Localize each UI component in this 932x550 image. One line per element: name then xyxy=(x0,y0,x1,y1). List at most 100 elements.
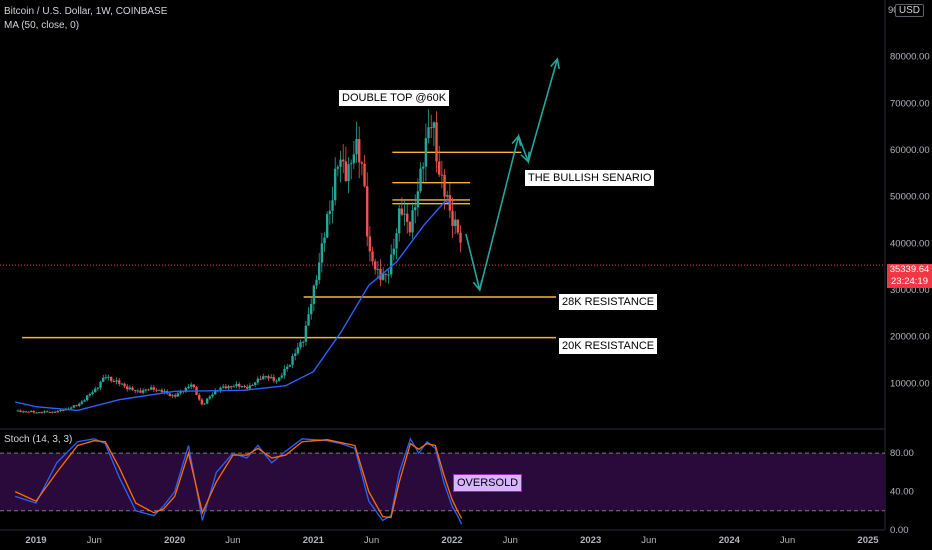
candle-up xyxy=(390,254,393,275)
candle-up xyxy=(403,213,406,215)
candle-down xyxy=(243,386,246,388)
candle-up xyxy=(38,412,41,414)
arrowhead xyxy=(511,134,522,146)
arrowhead xyxy=(550,57,560,69)
price-tick-label: 80000.00 xyxy=(890,52,930,63)
candle-up xyxy=(187,386,190,389)
candle-up xyxy=(347,164,350,182)
candle-up xyxy=(96,387,100,389)
candle-down xyxy=(246,386,249,389)
candle-up xyxy=(30,411,33,413)
candle-up xyxy=(104,377,108,379)
stoch-tick-label: 40.00 xyxy=(890,487,914,498)
candle-up xyxy=(102,377,105,382)
candle-up xyxy=(275,380,278,382)
annotation-double-top[interactable]: DOUBLE TOP @60K xyxy=(338,89,451,107)
stoch-tick-label: 0.00 xyxy=(890,525,909,536)
stoch-band-fill xyxy=(0,453,885,511)
price-tick-label: 60000.00 xyxy=(890,145,930,156)
candle-up xyxy=(328,210,332,215)
candle-up xyxy=(398,208,401,234)
time-tick-label: Jun xyxy=(780,535,795,546)
candle-up xyxy=(424,138,428,167)
arrowhead xyxy=(520,151,530,164)
stoch-d-line xyxy=(14,439,463,519)
candle-down xyxy=(267,376,270,379)
candle-up xyxy=(142,390,145,393)
candle-down xyxy=(200,399,204,405)
candle-up xyxy=(99,381,102,388)
candle-up xyxy=(235,383,238,387)
candle-up xyxy=(336,166,340,169)
candle-down xyxy=(110,376,113,382)
candle-up xyxy=(294,353,297,356)
candle-up xyxy=(86,395,89,401)
candle-up xyxy=(414,207,417,211)
candle-down xyxy=(131,387,134,391)
annotation-oversold[interactable]: OVERSOLD xyxy=(453,474,523,492)
candle-up xyxy=(278,377,281,381)
candle-up xyxy=(144,389,148,391)
candle-up xyxy=(307,314,310,326)
price-tick-label: 50000.00 xyxy=(890,192,930,203)
time-tick-label: Jun xyxy=(364,535,379,546)
stoch-tick-label: 80.00 xyxy=(890,448,914,459)
candle-up xyxy=(432,122,436,128)
time-tick-label: 2025 xyxy=(857,535,879,546)
candle-up xyxy=(22,411,25,413)
stoch-legend[interactable]: Stoch (14, 3, 3) xyxy=(4,434,73,445)
annotation-bullish[interactable]: THE BULLISH SENARIO xyxy=(524,169,656,187)
symbol-legend[interactable]: Bitcoin / U.S. Dollar, 1W, COINBASE xyxy=(4,6,168,17)
candle-down xyxy=(32,411,36,413)
candle-up xyxy=(286,366,289,369)
annotation-28k-resistance[interactable]: 28K RESISTANCE xyxy=(558,293,659,311)
candle-down xyxy=(238,383,241,387)
ma-legend[interactable]: MA (50, close, 0) xyxy=(4,20,80,31)
candle-up xyxy=(454,219,457,226)
time-tick-label: 2020 xyxy=(164,535,185,546)
annotation-20k-resistance[interactable]: 20K RESISTANCE xyxy=(558,337,659,355)
price-tick-label: 20000.00 xyxy=(890,332,930,343)
candle-up xyxy=(350,163,353,165)
countdown-tag: 23:24:19 xyxy=(887,276,932,288)
candle-up xyxy=(91,392,94,394)
candle-down xyxy=(440,174,444,176)
candle-up xyxy=(334,168,337,201)
candle-down xyxy=(75,405,78,407)
candle-up xyxy=(387,274,390,276)
price-tick-label: 10000.00 xyxy=(890,378,930,389)
candle-down xyxy=(406,213,409,222)
candle-up xyxy=(355,139,358,155)
candle-up xyxy=(107,376,110,378)
candle-down xyxy=(430,127,433,129)
candle-up xyxy=(240,386,244,388)
candle-up xyxy=(392,248,396,255)
candle-up xyxy=(214,390,217,395)
candle-down xyxy=(435,122,438,162)
candle-down xyxy=(366,186,369,237)
candle-down xyxy=(155,389,158,391)
candle-up xyxy=(291,355,294,365)
candle-up xyxy=(299,342,302,348)
candle-up xyxy=(318,262,321,280)
currency-badge[interactable]: USD xyxy=(894,4,924,17)
candle-up xyxy=(254,382,257,385)
candle-down xyxy=(400,208,404,215)
candle-up xyxy=(136,390,140,392)
time-tick-label: 2022 xyxy=(441,535,462,546)
candle-up xyxy=(158,389,161,391)
candle-down xyxy=(451,210,454,226)
candle-up xyxy=(59,409,62,412)
candle-up xyxy=(16,410,20,412)
time-tick-label: 2019 xyxy=(25,535,46,546)
time-tick-label: 2023 xyxy=(580,535,601,546)
candle-down xyxy=(358,139,361,163)
candle-up xyxy=(51,411,54,413)
candle-down xyxy=(19,410,22,413)
stoch-k-line xyxy=(15,437,463,525)
candle-up xyxy=(176,393,180,397)
stoch-lines xyxy=(14,437,463,525)
arrowhead xyxy=(472,280,483,292)
candle-down xyxy=(272,377,276,381)
